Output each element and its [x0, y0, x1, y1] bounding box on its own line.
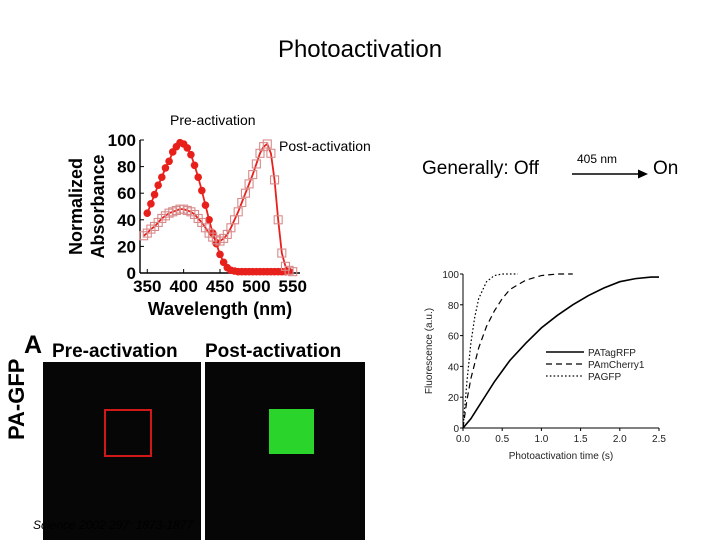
on-text: On — [653, 158, 679, 179]
pre-activation-point — [158, 173, 166, 182]
pre-activation-point — [161, 164, 170, 172]
pre-activation-point — [183, 144, 192, 152]
post-activation-point — [266, 148, 276, 158]
absorbance-chart: 0 20 40 60 80 100 350 400 450 500 550 Wavelength (n… — [66, 131, 307, 319]
x-tick-label: 350 — [133, 277, 161, 296]
pre-activation-point — [219, 258, 228, 267]
pre-activation-point — [205, 216, 213, 224]
x-tick-label: 1.5 — [574, 434, 588, 445]
y-tick-label: 100 — [442, 270, 459, 281]
post-activation-point — [237, 197, 247, 208]
post-activation-column-heading: Post-activation — [205, 341, 342, 362]
x-tick-label: 2.5 — [652, 434, 666, 445]
pre-activation-point — [154, 181, 162, 190]
post-activation-point — [233, 207, 243, 217]
pre-activation-point — [194, 173, 202, 182]
pre-activation-point — [165, 157, 173, 166]
pre-activation-point — [198, 186, 206, 195]
post-activation-label: Post-activation — [279, 138, 371, 154]
x-tick-label: 450 — [206, 277, 234, 296]
fluorescence-kinetics-chart: 0 20 40 60 80 100 0.0 0.5 1.0 1.5 2.0 2.5 Photoactiv… — [424, 270, 666, 462]
wavelength-arrow-label: 405 nm — [577, 152, 618, 166]
pre-activation-column-heading: Pre-activation — [52, 341, 178, 362]
post-activation-point — [240, 188, 251, 198]
pre-activation-image — [43, 362, 201, 540]
pre-activation-point — [201, 201, 210, 209]
y-tick-label: 0 — [127, 264, 136, 283]
y-tick-label: 40 — [448, 362, 460, 373]
x-tick-label: 0.5 — [495, 434, 509, 445]
pre-activation-point — [147, 200, 155, 208]
x-axis-title: Photoactivation time (s) — [509, 451, 614, 462]
y-axis-title-line-1: Normalized — [66, 158, 86, 255]
pre-activation-label: Pre-activation — [170, 112, 256, 128]
y-tick-label: 60 — [117, 184, 136, 203]
y-tick-label: 40 — [117, 211, 136, 230]
x-tick-label: 400 — [169, 277, 197, 296]
post-activation-point — [251, 159, 261, 169]
panel-letter: A — [24, 331, 43, 359]
y-tick-label: 80 — [117, 158, 136, 177]
right-arrow-icon — [572, 169, 648, 179]
post-activation-point — [273, 215, 283, 225]
y-tick-label: 20 — [448, 393, 460, 404]
pre-activation-point — [150, 190, 159, 199]
x-tick-label: 500 — [242, 277, 270, 296]
slide-title: Photoactivation — [277, 36, 443, 63]
pre-activation-point — [190, 161, 199, 170]
activated-fluorescent-region — [269, 409, 314, 454]
y-axis-title-line-2: Absorbance — [88, 154, 108, 258]
pre-activation-point — [216, 250, 224, 259]
activation-region-box — [104, 409, 152, 457]
series-line-pamcherry1 — [462, 273, 573, 429]
legend-label: PAGFP — [588, 372, 621, 383]
y-tick-label: 80 — [448, 301, 460, 312]
x-tick-label: 1.0 — [534, 434, 548, 445]
y-tick-label: 0 — [453, 424, 459, 435]
series-line-pagfp — [462, 273, 518, 429]
y-tick-label: 20 — [117, 237, 136, 256]
post-activation-image — [205, 362, 365, 540]
post-activation-point — [248, 170, 258, 180]
x-tick-label: 550 — [279, 277, 307, 296]
post-activation-point — [288, 267, 298, 277]
y-tick-label: 60 — [448, 332, 460, 343]
pre-activation-point — [187, 150, 195, 159]
legend-label: PAmCherry1 — [588, 360, 645, 371]
pa-gfp-row-label: PA-GFP — [4, 358, 29, 440]
x-axis-title: Wavelength (nm) — [148, 299, 292, 319]
generally-off-text: Generally: Off — [422, 158, 539, 179]
y-tick-label: 100 — [108, 131, 136, 150]
y-axis-title: Fluorescence (a.u.) — [424, 308, 435, 394]
post-activation-point — [269, 175, 280, 185]
post-activation-point — [277, 248, 287, 258]
x-tick-label: 2.0 — [613, 434, 627, 445]
x-tick-label: 0.0 — [456, 434, 470, 445]
citation: Science 2002 297: 1873-1877 — [33, 518, 194, 532]
series-line-patagrfp — [462, 276, 659, 429]
post-activation-point — [262, 139, 272, 149]
pre-activation-point — [143, 209, 152, 217]
pre-activation-point — [168, 148, 177, 156]
legend-label: PATagRFP — [588, 348, 636, 359]
post-activation-point — [244, 179, 254, 189]
